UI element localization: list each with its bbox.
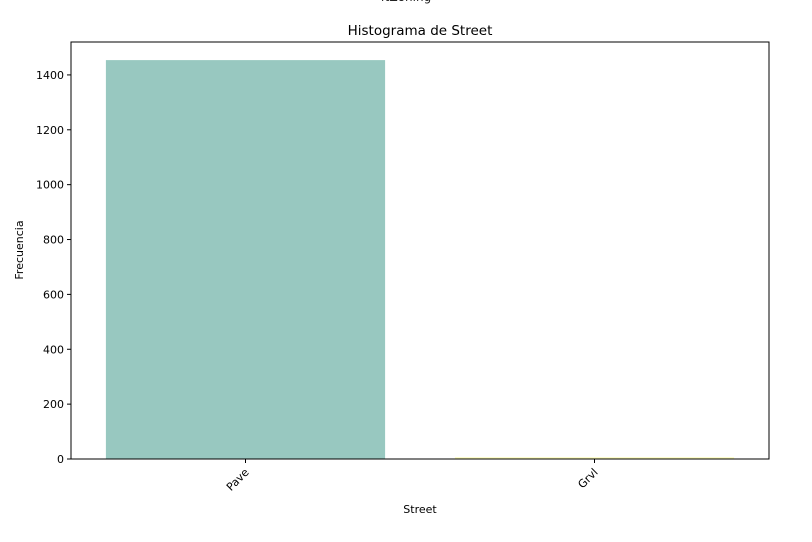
y-axis-label: Frecuencia [13,220,26,279]
chart-title: Histograma de Street [348,23,493,39]
x-axis: Pave Grvl [224,459,601,494]
x-tick-label-grvl: Grvl [575,466,600,491]
x-tick-label-pave: Pave [224,466,252,494]
y-tick-label: 0 [57,453,64,466]
axes-frame [70,41,770,460]
plot-area [105,60,735,460]
y-tick-label: 1000 [36,179,64,192]
y-axis: 0 200 400 600 800 1000 1200 1400 [36,69,71,466]
y-tick-label: 200 [43,398,64,411]
bar-pave [105,60,386,460]
y-tick-label: 1200 [36,124,64,137]
y-tick-label: 1400 [36,69,64,82]
y-tick-label: 600 [43,288,64,301]
y-tick-label: 800 [43,234,64,247]
figure-header-text: ftZoning [0,0,812,4]
x-axis-label: Street [403,503,437,516]
bar-grvl [454,457,735,459]
y-tick-label: 400 [43,343,64,356]
